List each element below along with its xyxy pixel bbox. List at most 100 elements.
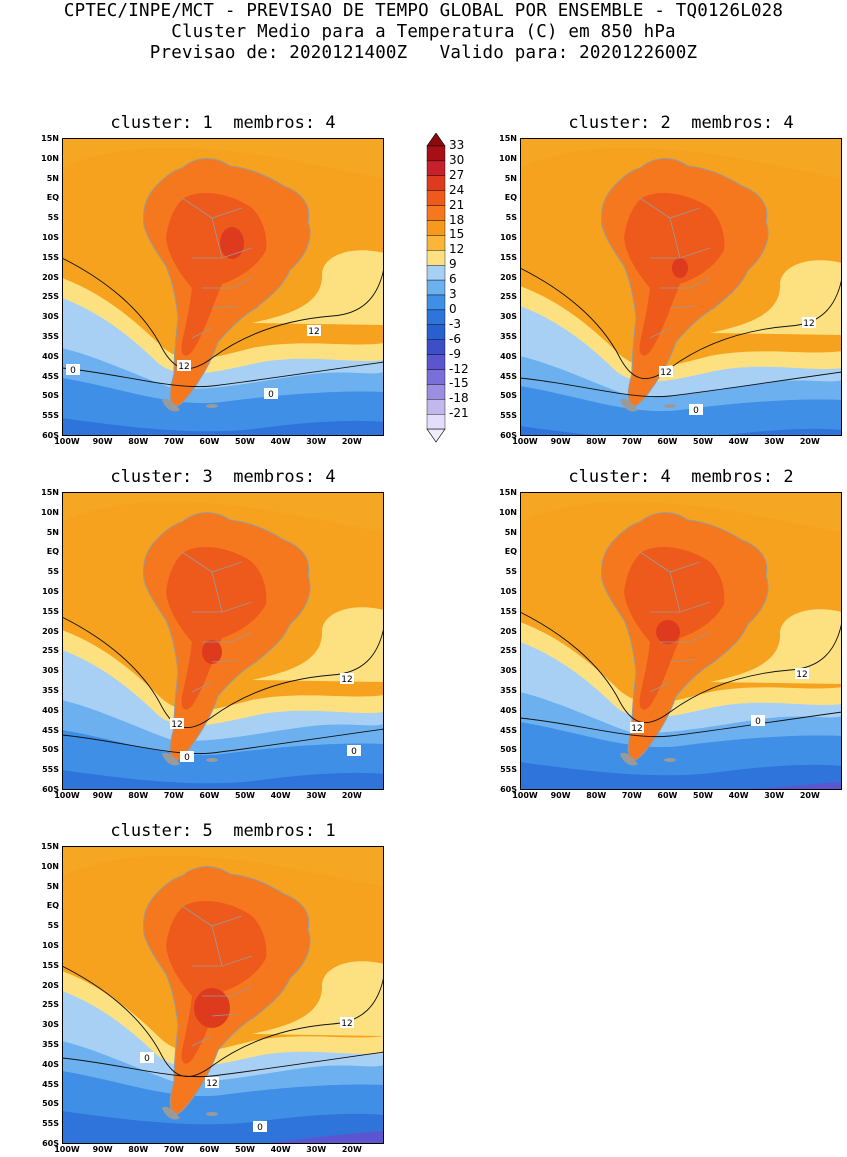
north-band (62, 846, 384, 886)
contour-0 (520, 711, 842, 738)
colorbar-label: 3 (449, 287, 457, 301)
lat-tick-label: 45S (42, 725, 59, 735)
lat-tick-label: 15S (500, 252, 517, 262)
lon-tick-label: 30W (306, 437, 327, 446)
lon-tick-label: 80W (128, 791, 149, 800)
contour-label: 12 (340, 1017, 354, 1029)
colorbar-swatch (426, 369, 446, 385)
colorbar-swatch (426, 354, 446, 370)
country-border (649, 327, 671, 339)
lat-tick-label: 45S (42, 1079, 59, 1089)
lon-tick-label: 50W (693, 791, 713, 800)
lat-tick-label: 30S (42, 1020, 59, 1030)
country-border (202, 631, 253, 643)
contour-label: 0 (751, 715, 765, 727)
map-panel-cluster-1: 12 12 0 0 (62, 138, 384, 436)
lat-tick-label: 55S (42, 1119, 59, 1129)
panel-title-1: cluster: 1 membros: 4 (110, 113, 336, 133)
contour-label: 12 (630, 722, 644, 734)
falklands (206, 404, 218, 408)
contour-label: 12 (802, 317, 816, 329)
country-border (211, 659, 238, 663)
colorbar-swatch (426, 190, 446, 206)
map-frame (62, 492, 384, 790)
falklands (206, 758, 218, 762)
heat-core (656, 620, 680, 644)
lon-tick-label: 70W (621, 791, 642, 800)
lon-tick-label: 40W (270, 1145, 291, 1154)
colorbar-swatch (426, 205, 446, 221)
lat-tick-label: EQ (504, 193, 517, 203)
country-border (211, 305, 238, 309)
colorbar (426, 132, 446, 443)
contour-label: 12 (795, 668, 809, 680)
contour-0 (520, 371, 842, 398)
colorbar-label: 33 (449, 138, 465, 152)
lat-tick-label: 35S (500, 332, 517, 341)
lon-tick-label: 50W (235, 1145, 255, 1154)
lat-tick-label: 40S (42, 705, 59, 715)
svg-text:12: 12 (796, 670, 807, 680)
colorbar-swatch (426, 160, 446, 176)
country-border (211, 1013, 238, 1017)
lat-tick-label: 15N (499, 488, 517, 497)
map-svg: 12 12 0 0 (62, 492, 384, 790)
coastline (142, 866, 311, 1115)
contour-label: 0 (253, 1121, 267, 1133)
tierra-del-fuego (162, 398, 180, 412)
lat-tick-label: 30S (500, 312, 517, 322)
lat-tick-label: 5S (47, 567, 59, 577)
colorbar-swatch (426, 264, 446, 281)
contour-0 (62, 728, 384, 755)
tierra-del-fuego (162, 1106, 180, 1120)
svg-text:0: 0 (351, 747, 357, 757)
lat-tick-label: 15N (499, 134, 517, 143)
colorbar-swatch (426, 414, 446, 430)
colorbar-label: 30 (449, 152, 465, 167)
colorbar-swatch (426, 384, 446, 400)
country-border (202, 985, 253, 997)
lon-tick-label: 40W (728, 437, 749, 446)
lon-tick-label: 20W (799, 437, 820, 446)
continent-hot (166, 901, 267, 1064)
falklands (206, 1112, 218, 1116)
lat-tick-label: 35S (42, 332, 59, 341)
panel-title-5: cluster: 5 membros: 1 (110, 821, 336, 841)
svg-text:12: 12 (660, 368, 671, 378)
lon-tick-label: 90W (550, 791, 571, 800)
lat-tick-label: 10S (42, 233, 59, 242)
lat-tick-label: 5N (46, 527, 59, 537)
lon-tick-label: 50W (235, 791, 255, 800)
mid-blue-band (520, 386, 842, 436)
country-border (191, 327, 213, 339)
lat-tick-label: 10N (499, 153, 517, 163)
panel-title-3: cluster: 3 membros: 4 (110, 467, 336, 487)
continent-hot (166, 547, 267, 710)
contour-label: 0 (689, 404, 703, 416)
lon-tick-label: 80W (586, 791, 607, 800)
lon-tick-label: 20W (341, 1145, 362, 1154)
colorbar-label: -15 (449, 376, 469, 391)
lon-tick-label: 60W (657, 437, 678, 446)
lat-tick-label: 60S (42, 431, 59, 440)
north-band (520, 138, 842, 178)
country-border (660, 631, 711, 643)
svg-text:12: 12 (206, 1079, 217, 1089)
map-frame (62, 846, 384, 1144)
main-title: CPTEC/INPE/MCT - PREVISAO DE TEMPO GLOBA… (63, 1, 784, 21)
lon-tick-label: 100W (512, 791, 538, 800)
contour-label: 12 (177, 360, 191, 372)
map-svg: 12 12 0 0 (62, 846, 384, 1144)
svg-text:12: 12 (171, 720, 182, 730)
map-svg: 12 12 0 (520, 492, 842, 790)
lat-tick-label: EQ (46, 193, 59, 203)
lat-tick-label: EQ (504, 547, 517, 557)
lat-tick-label: 50S (500, 745, 517, 755)
map-svg: 12 12 0 0 (62, 138, 384, 436)
lat-tick-label: 15N (41, 134, 59, 143)
lon-tick-label: 70W (163, 791, 184, 800)
colorbar-label: 24 (449, 182, 465, 197)
svg-text:0: 0 (257, 1123, 263, 1133)
lat-tick-label: 45S (500, 371, 517, 381)
lat-tick-label: 10S (500, 233, 517, 242)
